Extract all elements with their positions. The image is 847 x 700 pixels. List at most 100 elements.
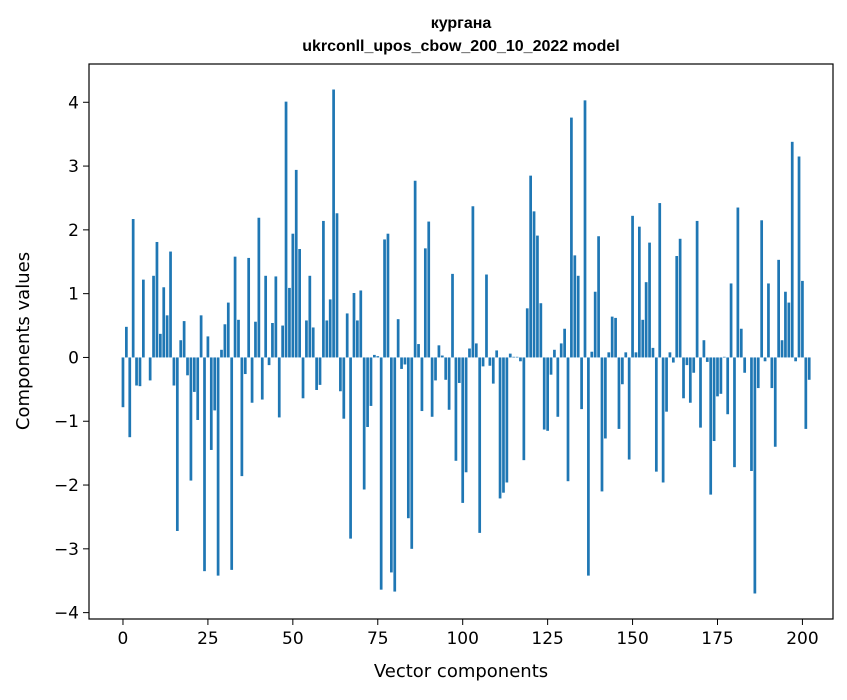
bar [720,357,723,393]
bar [162,287,165,357]
bar [570,118,573,358]
x-tick-label: 100 [446,629,478,649]
bar [509,354,512,358]
bar [393,357,396,591]
bar [703,340,706,357]
bar [465,357,468,472]
bar [417,344,420,357]
bar [798,157,801,358]
bar [302,357,305,398]
bar [675,256,678,357]
bar [597,236,600,357]
bar [638,227,641,358]
bar [689,357,692,402]
chart-title-line1: кургана [431,15,492,32]
bar [750,357,753,471]
bar [754,357,757,593]
y-tick-label: 4 [68,93,79,113]
bar [370,357,373,405]
bar [196,357,199,420]
bar [308,276,311,358]
bar [285,102,288,358]
bar [373,355,376,358]
bar [475,343,478,357]
bar [730,283,733,357]
bar [567,357,570,481]
y-tick-label: −4 [54,604,79,624]
bar [128,357,131,437]
bar [200,315,203,357]
bar [434,357,437,380]
bar [444,357,447,379]
bar [251,357,254,402]
bar [122,357,125,407]
bar [485,275,488,358]
bar [519,357,522,361]
bar [787,303,790,358]
bar [169,252,172,358]
bar [607,352,610,357]
bar [682,357,685,398]
bar [268,357,271,365]
bar [716,357,719,396]
bar [414,181,417,358]
bar [213,357,216,410]
bar [421,357,424,411]
bar [635,352,638,357]
bar [380,357,383,589]
bar [400,357,403,368]
bar [516,357,519,358]
bar [760,220,763,357]
bar [652,348,655,358]
bar [553,350,556,358]
bar [580,357,583,409]
bar [383,239,386,357]
bar [672,357,675,362]
bar [427,222,430,358]
y-tick-label: 2 [68,221,79,241]
bar [125,327,128,358]
bar [190,357,193,480]
bar [461,357,464,502]
bar [468,349,471,358]
bar [726,357,729,414]
bar [713,357,716,441]
bar [404,357,407,364]
bar [482,357,485,366]
bar [322,221,325,358]
bar [203,357,206,571]
bar [455,357,458,460]
bar [193,357,196,391]
bar [662,357,665,482]
bar [186,357,189,375]
bar [587,357,590,575]
bar [376,356,379,357]
bar [604,357,607,438]
bar [794,357,797,361]
bar [407,357,410,518]
bar [356,320,359,357]
bar [556,357,559,416]
bar [743,357,746,372]
bar [706,357,709,361]
bar [359,290,362,357]
bar [614,318,617,358]
bar [631,216,634,358]
bar [624,352,627,357]
bar [791,142,794,358]
bar [176,357,179,531]
bar [529,176,532,358]
bar [438,345,441,357]
bar [349,357,352,538]
bar [139,357,142,386]
bar [142,280,145,358]
bar [230,357,233,569]
bar [224,324,227,357]
bar [648,243,651,358]
bar [173,357,176,385]
bar [353,293,356,357]
bar [641,320,644,358]
bar [801,281,804,358]
bar [655,357,658,471]
bar [244,357,247,374]
